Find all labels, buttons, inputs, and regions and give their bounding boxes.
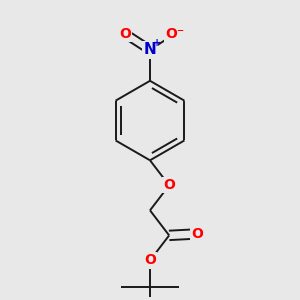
Text: O: O [191,227,203,241]
Text: O: O [163,178,175,192]
Text: N: N [144,42,156,57]
Text: O: O [144,254,156,267]
Text: O: O [119,27,131,41]
Text: +: + [153,38,161,48]
Text: O⁻: O⁻ [165,27,185,41]
